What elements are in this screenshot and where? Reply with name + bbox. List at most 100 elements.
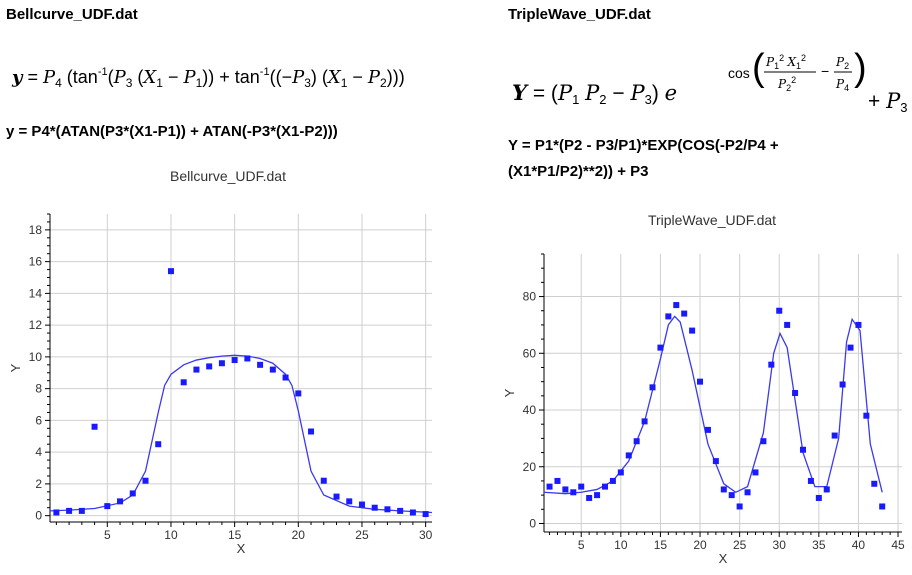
data-point: [193, 366, 200, 373]
data-point: [823, 486, 830, 493]
data-point: [704, 426, 711, 433]
data-point: [554, 477, 561, 484]
data-point: [562, 486, 569, 493]
data-point: [799, 446, 806, 453]
x-tick-label: 35: [812, 538, 826, 552]
data-point: [697, 378, 704, 385]
data-point: [282, 374, 289, 381]
data-point: [617, 469, 624, 476]
data-point: [847, 344, 854, 351]
data-point: [218, 360, 225, 367]
data-point: [546, 483, 553, 490]
data-point: [371, 504, 378, 511]
data-point: [815, 494, 822, 501]
data-point: [665, 313, 672, 320]
chart-title: TripleWave_UDF.dat: [647, 212, 777, 228]
y-axis-label: Y: [8, 363, 23, 372]
triplewave-chart: 5 10 15 20 25 30 35 40 45 0 20 40 60 80 X Y: [502, 253, 905, 566]
data-point: [728, 492, 735, 499]
data-point: [689, 327, 696, 334]
y-tick-label: 2: [35, 477, 42, 491]
data-point: [269, 366, 276, 373]
fit-curve-line: [543, 315, 883, 495]
y-tick-label: 0: [35, 509, 42, 523]
x-tick-label: 25: [733, 538, 747, 552]
x-tick-label: 40: [852, 538, 866, 552]
data-point: [142, 477, 149, 484]
data-point: [397, 507, 404, 514]
x-tick-label: 45: [891, 538, 905, 552]
data-point: [673, 302, 680, 309]
data-point: [784, 321, 791, 328]
svg-text:): ): [854, 47, 867, 89]
x-tick-label: 30: [419, 528, 433, 542]
data-point: [720, 486, 727, 493]
data-point: [244, 355, 251, 362]
data-point: [358, 501, 365, 508]
y-tick-label: 6: [35, 413, 42, 427]
svg-text:(: (: [752, 47, 765, 89]
svg-text:−: −: [821, 63, 829, 79]
y-axis-label: Y: [502, 388, 517, 397]
data-point: [807, 477, 814, 484]
x-tick-label: 20: [292, 528, 306, 542]
svg-text:Y = (P1 P2 − P3) e: Y = (P1 P2 − P3) e: [512, 80, 677, 107]
data-point: [839, 381, 846, 388]
data-point: [422, 511, 429, 518]
formula-text: y = P4*(ATAN(P3*(X1-P1)) + ATAN(-P3*(X1-…: [6, 123, 338, 140]
data-point: [855, 321, 862, 328]
data-point: [91, 423, 98, 430]
svg-text:P12 X12: P12 X12: [765, 53, 806, 71]
y-tick-label: 0: [529, 516, 536, 530]
x-tick-label: 5: [578, 538, 585, 552]
file-title: Bellcurve_UDF.dat: [6, 6, 138, 23]
right-panel: TripleWave_UDF.dat Y = (P1 P2 − P3) e co…: [456, 0, 912, 575]
data-point: [570, 489, 577, 496]
svg-text:P4: P4: [835, 77, 849, 93]
data-point: [53, 509, 60, 516]
formula-text-line1: Y = P1*(P2 - P3/P1)*EXP(COS(-P2/P4 +: [508, 137, 779, 154]
data-point: [831, 432, 838, 439]
x-tick-label: 15: [228, 528, 242, 542]
data-point: [760, 438, 767, 445]
data-point: [155, 441, 162, 448]
data-point: [736, 503, 743, 510]
data-point: [167, 268, 174, 275]
data-point: [744, 489, 751, 496]
data-point: [871, 480, 878, 487]
x-tick-label: 10: [164, 528, 178, 542]
data-point: [752, 469, 759, 476]
data-point: [206, 363, 213, 370]
data-point: [594, 492, 601, 499]
x-axis-label: X: [719, 551, 728, 566]
data-point: [320, 477, 327, 484]
x-tick-label: 10: [614, 538, 628, 552]
formula-equation-image: y = P4 (tan-1(P3 (X1 − P1)) + tan-1((−P3…: [11, 66, 405, 90]
bellcurve-chart: 5 10 15 20 25 30 0 2 4 6 8 10 12 14 16 18 X Y: [8, 213, 433, 556]
data-point: [257, 361, 264, 368]
data-point: [863, 412, 870, 419]
data-point: [792, 390, 799, 396]
left-panel: Bellcurve_UDF.dat y = P4 (tan-1(P3 (X1 −…: [6, 6, 433, 556]
data-point: [586, 494, 593, 501]
data-point: [776, 307, 783, 314]
y-tick-label: 80: [523, 290, 537, 304]
x-tick-label: 5: [104, 528, 111, 542]
x-tick-label: 15: [654, 538, 668, 552]
data-point: [78, 507, 85, 514]
svg-text:y = P4 (tan-1(P3 (X1 − P1)) +: y = P4 (tan-1(P3 (X1 − P1)) + tan-1((−P3…: [11, 66, 405, 90]
svg-text:cos: cos: [728, 65, 750, 81]
data-point: [657, 344, 664, 351]
y-tick-label: 14: [29, 286, 43, 300]
y-tick-label: 12: [29, 318, 43, 332]
data-point: [333, 493, 340, 500]
data-point: [768, 361, 775, 368]
data-point: [879, 503, 886, 510]
data-point: [609, 477, 616, 484]
data-point: [409, 509, 416, 516]
data-point: [308, 428, 315, 435]
data-point: [346, 498, 353, 505]
data-point: [578, 483, 585, 490]
svg-text:P2: P2: [835, 55, 849, 71]
x-tick-label: 30: [773, 538, 787, 552]
